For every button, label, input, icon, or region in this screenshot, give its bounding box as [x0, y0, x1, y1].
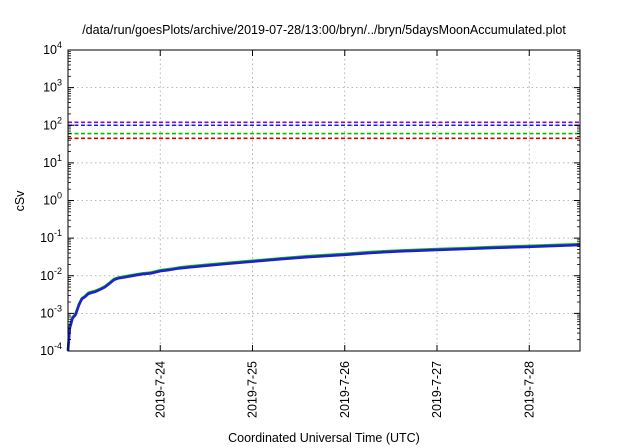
y-tick-label-base: 10 [43, 43, 57, 57]
y-tick-label-base: 10 [40, 306, 54, 320]
y-tick-label: 10-2 [40, 266, 62, 283]
y-tick-label-base: 10 [43, 194, 57, 208]
y-tick-label-exponent: -1 [54, 228, 62, 238]
y-tick-label-base: 10 [43, 118, 57, 132]
ticks-layer [68, 49, 580, 352]
series-layer [66, 242, 581, 352]
y-tick-label-base: 10 [40, 344, 54, 358]
y-tick-label-exponent: 2 [57, 115, 62, 125]
x-tick-labels: 2019-7-24 2019-7-25 2019-7-26 2019-7-27 2019… [153, 361, 536, 418]
x-axis-label: Coordinated Universal Time (UTC) [228, 431, 420, 445]
y-axis-label: cSv [13, 190, 27, 212]
x-tick-label: 2019-7-24 [153, 361, 167, 418]
y-tick-label: 103 [43, 78, 62, 95]
threshold-layer [68, 121, 580, 140]
y-tick-label-exponent: 1 [57, 153, 62, 163]
y-tick-label-exponent: 4 [57, 40, 62, 50]
x-tick-label: 2019-7-27 [430, 361, 444, 418]
y-tick-label-exponent: 0 [57, 191, 62, 201]
y-tick-label: 100 [43, 191, 62, 208]
chart-title: /data/run/goesPlots/archive/2019-07-28/1… [82, 23, 566, 37]
grid-layer [68, 50, 580, 351]
x-tick-label: 2019-7-25 [246, 361, 260, 418]
y-tick-label: 10-4 [40, 341, 62, 358]
y-tick-label-exponent: 3 [57, 78, 62, 88]
y-tick-label-exponent: -4 [54, 341, 62, 351]
y-tick-label: 102 [43, 115, 62, 132]
x-tick-label: 2019-7-26 [338, 361, 352, 418]
series-line [66, 243, 581, 352]
y-tick-label-base: 10 [40, 269, 54, 283]
y-tick-label-exponent: -2 [54, 266, 62, 276]
y-tick-label-base: 10 [40, 231, 54, 245]
y-tick-label: 104 [43, 40, 62, 57]
y-tick-label-base: 10 [43, 156, 57, 170]
y-tick-label: 101 [43, 153, 62, 170]
y-tick-label: 10-1 [40, 228, 62, 245]
y-tick-label: 10-3 [40, 303, 62, 320]
y-tick-label-base: 10 [43, 81, 57, 95]
x-tick-label: 2019-7-28 [522, 361, 536, 418]
y-tick-label-exponent: -3 [54, 303, 62, 313]
series-line [66, 242, 581, 350]
